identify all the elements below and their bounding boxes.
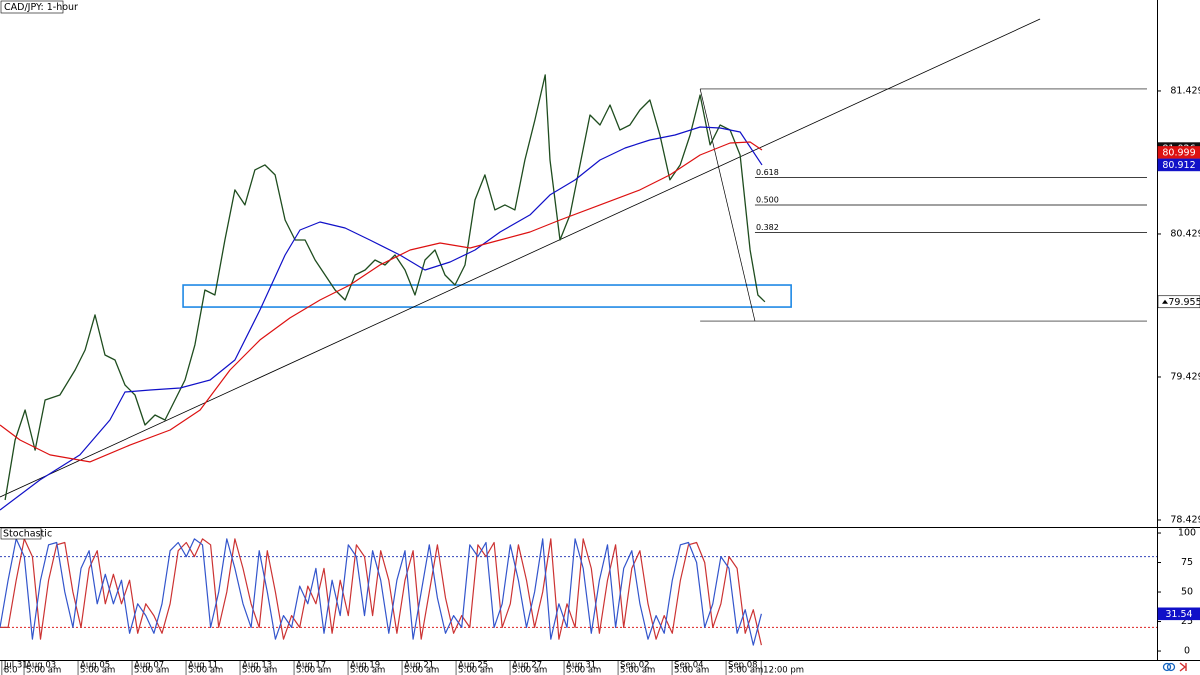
price-tag-arrow bbox=[1162, 299, 1168, 304]
series-line bbox=[0, 538, 762, 646]
y-tick-label: 81.429 bbox=[1170, 85, 1200, 96]
x-tick-time: 5:00 am bbox=[188, 666, 223, 675]
fib-level-label: 0.382 bbox=[756, 223, 779, 232]
toolbar-icons[interactable] bbox=[1162, 662, 1187, 672]
series-line bbox=[0, 538, 762, 646]
y-tick-label: 78.429 bbox=[1170, 514, 1200, 525]
price-tag-label: 79.955 bbox=[1168, 297, 1200, 308]
x-tick-time: 5:00 am bbox=[566, 666, 601, 675]
x-tick-time: 5:00 am bbox=[512, 666, 547, 675]
chart-title: CAD/JPY: 1-hour bbox=[4, 2, 78, 13]
x-tick-time: 5:00 am bbox=[350, 666, 385, 675]
x-tick-label: Sep 08 bbox=[728, 661, 758, 671]
x-tick-label: Aug 03 bbox=[26, 661, 56, 671]
x-tick-time: 5:00 am bbox=[458, 666, 493, 675]
x-tick-time: 5:00 am bbox=[674, 666, 709, 675]
x-tick-time: 5:00 am bbox=[80, 666, 115, 675]
link-icon-2[interactable] bbox=[1166, 662, 1176, 672]
x-tick-label: Aug 05 bbox=[80, 661, 110, 671]
x-tick-time: 5:00 am bbox=[404, 666, 439, 675]
x-tick-label: Aug 31 bbox=[566, 661, 596, 671]
x-tick-time: 5:00 am bbox=[242, 666, 277, 675]
support-box bbox=[182, 284, 792, 308]
x-tick-time: 5:00 am bbox=[728, 666, 763, 675]
price-tag bbox=[1157, 295, 1200, 309]
series-line bbox=[4, 74, 766, 501]
x-tick-label: Sep 02 bbox=[620, 661, 650, 671]
x-tick-label: Aug 25 bbox=[458, 661, 488, 671]
y-tick-label: 100 bbox=[1178, 528, 1196, 539]
x-tick-label: Aug 13 bbox=[242, 661, 272, 671]
y-tick-label: 75 bbox=[1181, 557, 1193, 568]
title-box bbox=[0, 0, 64, 14]
price-tag bbox=[1157, 146, 1200, 159]
y-tick-label: 80.429 bbox=[1170, 228, 1200, 239]
x-tick-label: Sep 04 bbox=[674, 661, 704, 671]
y-tick-label: 79.429 bbox=[1170, 371, 1200, 382]
plot-layer: 78.429 79.429 80.429 81.429 0.618 0.500 0.382 8… bbox=[0, 18, 1200, 675]
x-tick-time: 5:00 am bbox=[620, 666, 655, 675]
link-icon[interactable] bbox=[1162, 662, 1172, 672]
x-tick-label: Aug 19 bbox=[350, 661, 380, 671]
x-tick-label: Aug 27 bbox=[512, 661, 542, 671]
x-tick-time: 12:00 pm bbox=[763, 666, 804, 675]
trendline bbox=[0, 18, 1041, 498]
x-tick-time: 5:00 am bbox=[26, 666, 61, 675]
y-tick-label: 0 bbox=[1184, 646, 1190, 657]
series-line bbox=[0, 141, 763, 463]
indicator-title: Stochastic bbox=[3, 529, 52, 540]
x-tick-time: 8:0 bbox=[4, 666, 18, 675]
x-tick-label: Aug 17 bbox=[296, 661, 326, 671]
y-tick-label: 50 bbox=[1181, 587, 1193, 598]
x-tick-label: Jul 31 bbox=[3, 661, 28, 671]
x-tick-time: 5:00 am bbox=[134, 666, 169, 675]
x-tick-label: Aug 11 bbox=[188, 661, 218, 671]
y-tick-label: 25 bbox=[1181, 616, 1193, 627]
price-tag-label: 80.912 bbox=[1162, 160, 1195, 171]
x-tick-time: 5:00 am bbox=[296, 666, 331, 675]
price-tag-label: 31.54 bbox=[1165, 609, 1192, 620]
price-tag bbox=[1157, 158, 1200, 172]
indicator-box bbox=[0, 527, 42, 540]
price-tag bbox=[1157, 607, 1200, 621]
x-tick-label: Aug 21 bbox=[404, 661, 434, 671]
price-tag-label: 80.999 bbox=[1162, 147, 1195, 158]
shift-icon[interactable] bbox=[1179, 662, 1187, 672]
x-tick-label: Aug 07 bbox=[134, 661, 164, 671]
fib-level-label: 0.618 bbox=[756, 168, 779, 177]
fib-level-label: 0.500 bbox=[756, 196, 779, 205]
